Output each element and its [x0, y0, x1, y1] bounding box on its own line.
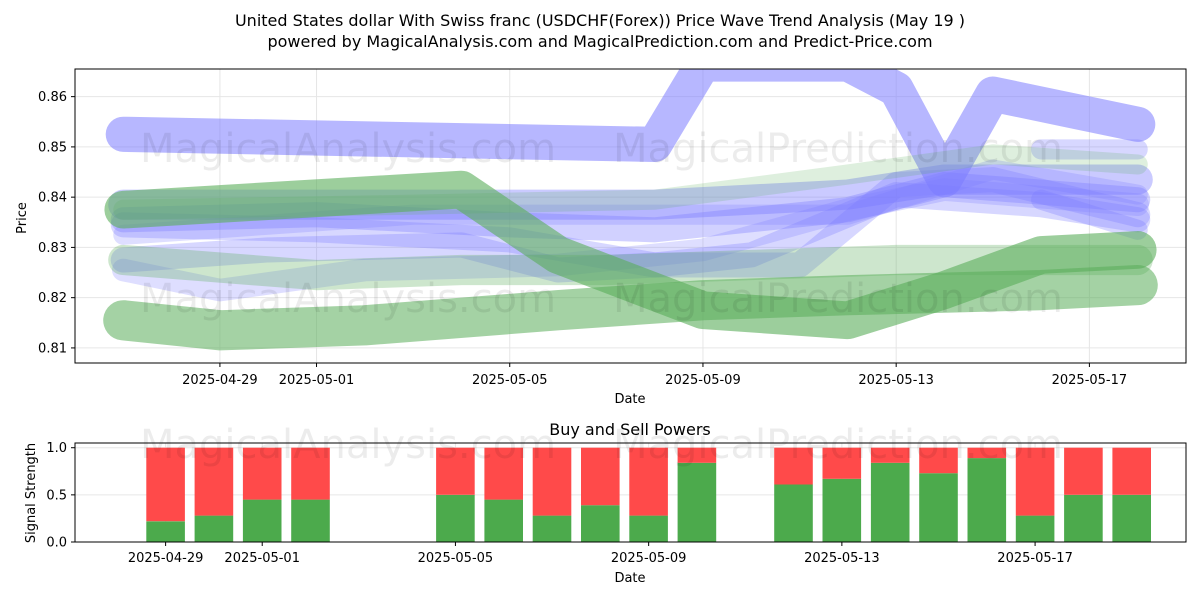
price-x-axis-label: Date: [614, 392, 645, 407]
sell-bar: [291, 447, 330, 500]
price-x-tick-label: 2025-05-01: [279, 373, 355, 388]
power-x-axis: 2025-04-29 2025-05-01 2025-05-05 2025-05-09…: [128, 542, 1073, 566]
sell-bar: [870, 447, 910, 463]
price-plot-frame: [74, 68, 1187, 364]
power-x-tick-label: 2025-05-05: [418, 551, 494, 566]
power-x-tick-label: 2025-05-01: [224, 551, 300, 566]
power-x-tick-label: 2025-05-13: [804, 551, 880, 566]
sell-bar: [774, 447, 813, 485]
buy-bar: [870, 462, 910, 542]
wave-series-blue-4: [110, 167, 1151, 283]
power-y-tick-label: 0.0: [46, 536, 67, 551]
wave-series-blue-3: [110, 182, 1151, 278]
buy-bar: [1064, 494, 1103, 542]
watermark-analysis-bottom: MagicalAnalysis.com: [140, 422, 556, 468]
buy-bar: [581, 505, 620, 542]
power-y-axis: 0.0 0.5 1.0: [46, 441, 75, 551]
price-x-tick-label: 2025-05-09: [665, 373, 741, 388]
sell-bar: [1064, 447, 1103, 495]
buy-sell-power-panel: Buy and Sell Powers MagicalAnalysis.com …: [24, 420, 1187, 586]
buy-bar: [822, 478, 862, 542]
sell-bar: [967, 447, 1007, 459]
buy-bar: [291, 499, 330, 542]
buy-bar: [1015, 515, 1055, 542]
watermark-analysis-mid: MagicalAnalysis.com: [140, 276, 556, 322]
wave-series-blue-8: [1031, 189, 1148, 240]
price-x-axis: 2025-04-29 2025-05-01 2025-05-05 2025-05-09…: [182, 363, 1127, 388]
sell-bar: [581, 447, 620, 506]
buy-bar: [774, 484, 813, 542]
sell-bar: [822, 447, 862, 479]
watermark-prediction-mid: MagicalPrediction.com: [613, 276, 1063, 322]
buy-bar: [967, 458, 1007, 542]
power-y-tick-label: 1.0: [46, 441, 67, 456]
buy-bar: [194, 515, 234, 542]
price-y-tick-label: 0.86: [38, 90, 67, 105]
power-y-tick-label: 0.5: [46, 488, 67, 503]
price-wave-lines: [103, 69, 1158, 351]
wave-series-blue-6: [113, 159, 1148, 245]
sell-bar: [242, 447, 282, 500]
price-x-tick-label: 2025-05-13: [858, 373, 934, 388]
price-y-tick-label: 0.84: [38, 191, 67, 206]
buy-bar: [242, 499, 282, 542]
sell-bar: [484, 447, 523, 500]
buy-bar: [484, 499, 523, 542]
price-y-tick-label: 0.81: [38, 341, 67, 356]
watermark-prediction-bottom: MagicalPrediction.com: [613, 422, 1063, 468]
price-wave-panel: MagicalAnalysis.com MagicalPrediction.co…: [15, 68, 1187, 407]
wave-series-blue-0: [105, 69, 1156, 198]
sell-bar: [677, 447, 717, 463]
sell-bar: [1015, 447, 1055, 516]
buy-bar: [436, 494, 475, 542]
sell-bar: [146, 447, 185, 522]
power-x-tick-label: 2025-05-17: [997, 551, 1073, 566]
power-plot-frame: [74, 442, 1187, 543]
buy-bar: [146, 521, 185, 542]
power-x-axis-label: Date: [614, 571, 645, 586]
buy-bar: [919, 473, 958, 542]
sell-bar: [919, 447, 958, 474]
price-x-tick-label: 2025-05-05: [472, 373, 548, 388]
price-x-tick-label: 2025-05-17: [1052, 373, 1128, 388]
buy-bar: [532, 515, 572, 542]
wave-series-green-12: [103, 265, 1158, 351]
price-y-tick-label: 0.85: [38, 140, 67, 155]
power-x-tick-label: 2025-04-29: [128, 551, 204, 566]
sell-bar: [629, 447, 668, 516]
price-y-axis-label: Price: [15, 202, 30, 234]
chart-subtitle: powered by MagicalAnalysis.com and Magic…: [267, 32, 932, 51]
watermark-analysis-top: MagicalAnalysis.com: [140, 126, 556, 172]
power-chart-title: Buy and Sell Powers: [549, 420, 711, 439]
sell-bar: [1112, 447, 1151, 495]
sell-bar: [436, 447, 475, 495]
buy-bar: [677, 462, 717, 542]
buy-bar: [1112, 494, 1151, 542]
sell-bar: [194, 447, 234, 516]
buy-bar: [629, 515, 668, 542]
wave-series-blue-5: [112, 178, 1149, 302]
watermark-prediction-top: MagicalPrediction.com: [613, 126, 1063, 172]
price-x-tick-label: 2025-04-29: [182, 373, 258, 388]
price-y-axis: 0.81 0.82 0.83 0.84 0.85 0.86: [38, 90, 75, 356]
power-y-axis-label: Signal Strength: [24, 443, 39, 543]
price-y-tick-label: 0.83: [38, 241, 67, 256]
sell-bar: [532, 447, 572, 516]
price-y-tick-label: 0.82: [38, 291, 67, 306]
power-x-tick-label: 2025-05-09: [611, 551, 687, 566]
power-bars: [146, 447, 1151, 542]
chart-title: United States dollar With Swiss franc (U…: [235, 11, 965, 30]
